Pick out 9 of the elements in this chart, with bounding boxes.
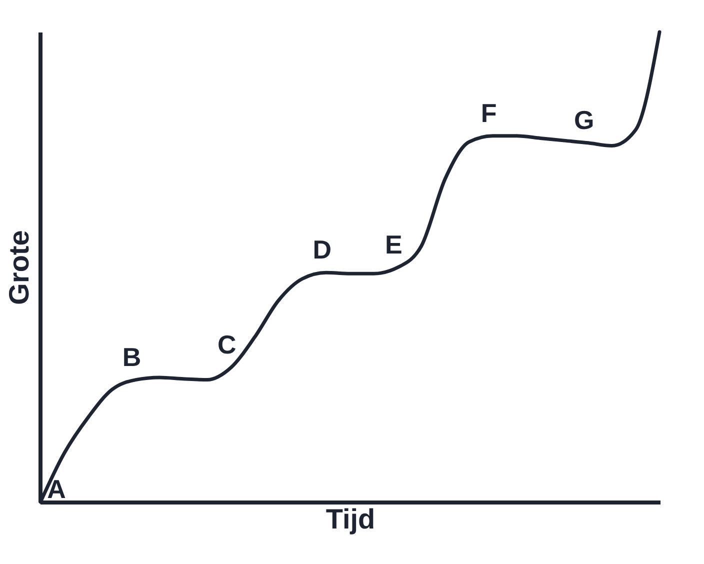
annotation: E	[384, 229, 402, 260]
annotation: F	[480, 98, 497, 128]
annotation: C	[218, 330, 237, 360]
annotation: B	[122, 342, 142, 372]
annotation: A	[47, 474, 66, 504]
annotation: G	[574, 104, 594, 135]
x-axis-title: Tijd	[326, 504, 376, 534]
annotation: D	[312, 234, 332, 265]
y-axis-title: Grote	[4, 230, 34, 305]
